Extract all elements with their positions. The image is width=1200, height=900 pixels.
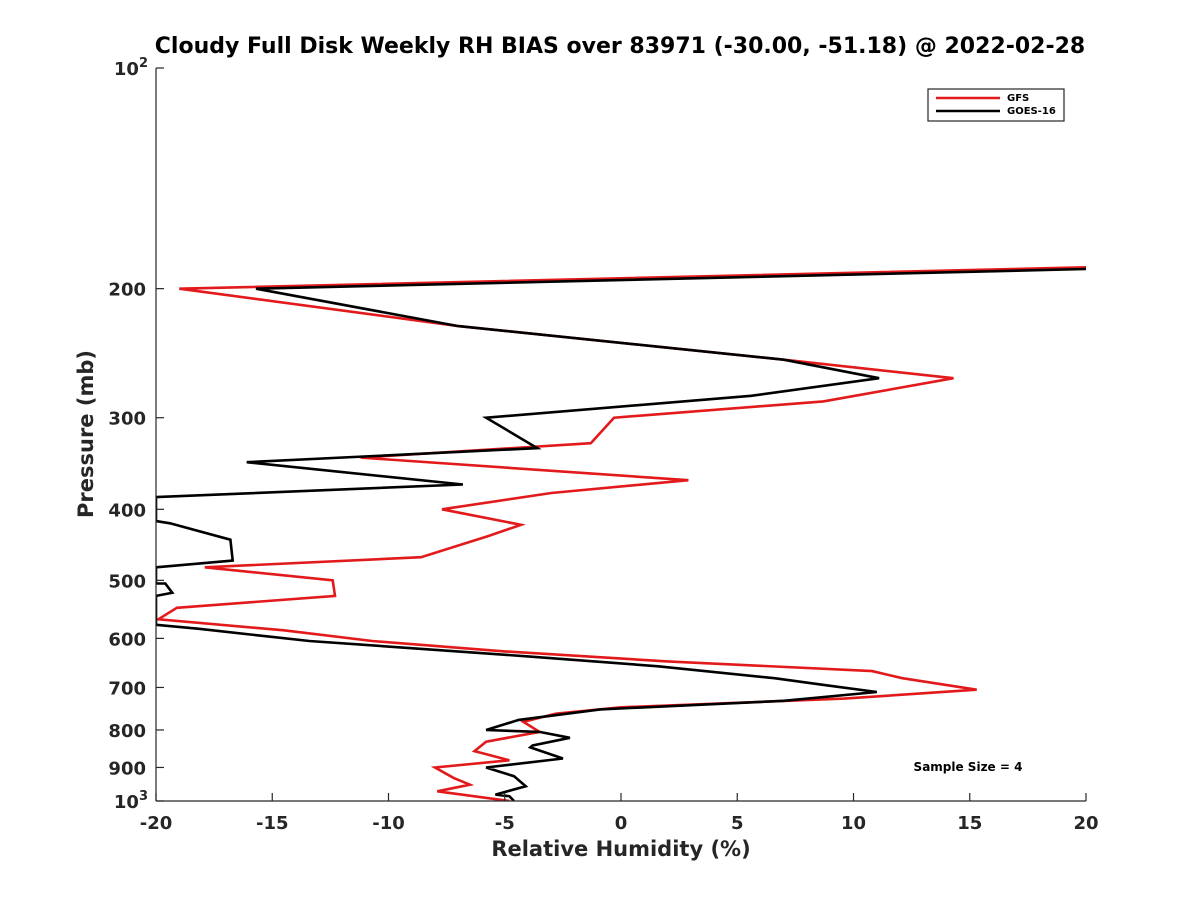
y-tick-label: 600 [108, 629, 146, 650]
plot-area: -20 -15 -10 -5 0 5 10 15 20 200 300 400 500 600 700 80… [108, 56, 1098, 834]
legend-label-goes16: GOES-16 [1007, 106, 1056, 117]
x-tick-label: 0 [615, 813, 628, 834]
x-tick-label: 10 [841, 813, 866, 834]
y-tick-label: 300 [108, 409, 146, 430]
y-tick-label: 900 [108, 758, 146, 779]
y-axis-label: Pressure (mb) [74, 350, 98, 518]
y-tick-label: 200 [108, 280, 146, 301]
y-tick-label: 800 [108, 721, 146, 742]
series-layer [156, 266, 1086, 801]
chart-title: Cloudy Full Disk Weekly RH BIAS over 839… [155, 34, 1085, 59]
x-tick-label: -5 [495, 813, 515, 834]
series-line-goes-16 [156, 267, 1086, 801]
y-axis-ticks: 200 300 400 500 600 700 800 900 102 103 [108, 56, 164, 813]
x-tick-label: -15 [256, 813, 289, 834]
y-tick-label: 500 [108, 571, 146, 592]
sample-size-annotation: Sample Size = 4 [914, 760, 1023, 774]
x-tick-label: 20 [1073, 813, 1098, 834]
y-decade-label: 103 [114, 789, 148, 813]
legend: GFS GOES-16 [927, 88, 1065, 122]
x-tick-label: -10 [372, 813, 405, 834]
series-line-gfs [156, 266, 1086, 801]
x-tick-label: 5 [731, 813, 744, 834]
x-axis-ticks: -20 -15 -10 -5 0 5 10 15 20 [140, 793, 1099, 834]
legend-box [927, 88, 1065, 122]
legend-label-gfs: GFS [1007, 93, 1029, 104]
x-axis-label: Relative Humidity (%) [491, 837, 750, 861]
y-tick-label: 700 [108, 678, 146, 699]
y-decade-label: 102 [114, 56, 148, 80]
x-tick-label: -20 [140, 813, 173, 834]
x-tick-label: 15 [957, 813, 982, 834]
y-tick-label: 400 [108, 500, 146, 521]
